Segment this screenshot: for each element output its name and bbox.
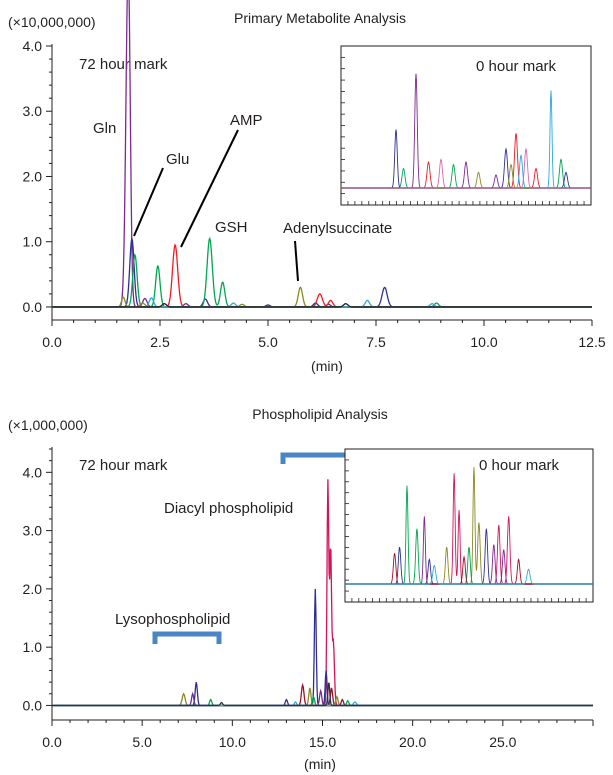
- group-label-diacyl: Diacyl phospholipid: [164, 500, 293, 517]
- x-tick-label: 20.0: [399, 734, 426, 750]
- peak-annotations: Gln Glu AMP GSH Adenylsuccinate: [93, 112, 392, 282]
- y-multiplier: (×10,000,000): [8, 14, 96, 30]
- pointer-amp: [180, 129, 239, 248]
- inset-0-hour: 0 hour mark: [344, 448, 594, 603]
- x-tick-label: 7.5: [366, 334, 386, 350]
- group-label-lysophospholipid: Lysophospholipid: [115, 611, 230, 628]
- primary-metabolite-chart: Primary Metabolite Analysis (×10,000,000…: [8, 0, 606, 374]
- y-tick-label: 3.0: [23, 103, 43, 119]
- y-tick-label: 1.0: [23, 234, 43, 250]
- inset-0-hour: 0 hour mark: [340, 45, 592, 206]
- x-tick-label: 5.0: [132, 734, 152, 750]
- x-tick-label: 10.0: [470, 334, 497, 350]
- x-tick-label: 0.0: [42, 334, 62, 350]
- axes: 0.0 1.0 2.0 3.0 4.0 0.0 5.0 10.0 15.0 20.0 25.0: [23, 447, 594, 750]
- chromatogram-traces: [52, 0, 592, 308]
- time-mark-label: 72 hour mark: [79, 457, 168, 474]
- trace-series-5: [52, 688, 593, 707]
- x-tick-label: 2.5: [150, 334, 170, 350]
- y-tick-label: 4.0: [23, 38, 43, 54]
- chart-title: Primary Metabolite Analysis: [234, 10, 406, 26]
- inset-traces: [341, 73, 591, 189]
- phospholipid-chart: Phospholipid Analysis (×1,000,000) 72 ho…: [8, 406, 594, 772]
- y-tick-label: 2.0: [23, 168, 43, 184]
- inset-traces: [345, 467, 593, 585]
- x-tick-label: 10.0: [219, 734, 246, 750]
- inset-trace-6: [345, 564, 593, 585]
- x-tick-label: 12.5: [578, 334, 605, 350]
- x-tick-label: 15.0: [309, 734, 336, 750]
- pointer-glu: [133, 167, 164, 237]
- trace-series-7: [52, 682, 593, 707]
- trace-series-6: [52, 303, 592, 308]
- y-multiplier: (×1,000,000): [8, 417, 88, 433]
- y-tick-label: 0.0: [23, 697, 43, 713]
- trace-series-1: [52, 588, 593, 707]
- x-tick-label: 5.0: [258, 334, 278, 350]
- inset-time-mark-label: 0 hour mark: [479, 457, 560, 474]
- inset-trace-6: [341, 147, 591, 189]
- x-axis-label: (min): [311, 358, 343, 374]
- inset-frame: [340, 45, 592, 206]
- y-tick-label: 1.0: [23, 639, 43, 655]
- peak-label-amp: AMP: [230, 112, 263, 129]
- inset-time-mark-label: 0 hour mark: [476, 58, 557, 75]
- peak-label-adenylsuccinate: Adenylsuccinate: [283, 220, 392, 237]
- inset-frame: [344, 448, 594, 603]
- axes: 0.0 1.0 2.0 3.0 4.0 0.0 2.5 5.0 7.5 10.0 12.5: [23, 38, 606, 350]
- peak-label-gsh: GSH: [215, 219, 248, 236]
- bracket-lysophospholipid: [152, 631, 222, 644]
- y-tick-label: 4.0: [23, 464, 43, 480]
- group-annotations: Lysophospholipid Diacyl phospholipid: [115, 452, 362, 644]
- y-tick-label: 0.0: [23, 299, 43, 315]
- x-axis-label: (min): [304, 756, 336, 772]
- peak-label-gln: Gln: [93, 120, 116, 137]
- time-mark-label: 72 hour mark: [79, 56, 168, 73]
- y-tick-label: 2.0: [23, 581, 43, 597]
- chart-title: Phospholipid Analysis: [252, 406, 387, 422]
- y-tick-label: 3.0: [23, 523, 43, 539]
- pointer-adenylsuccinate: [294, 240, 299, 282]
- chromatogram-traces: [52, 479, 593, 707]
- x-tick-label: 25.0: [489, 734, 516, 750]
- x-tick-label: 0.0: [42, 734, 62, 750]
- peak-label-glu: Glu: [166, 151, 189, 168]
